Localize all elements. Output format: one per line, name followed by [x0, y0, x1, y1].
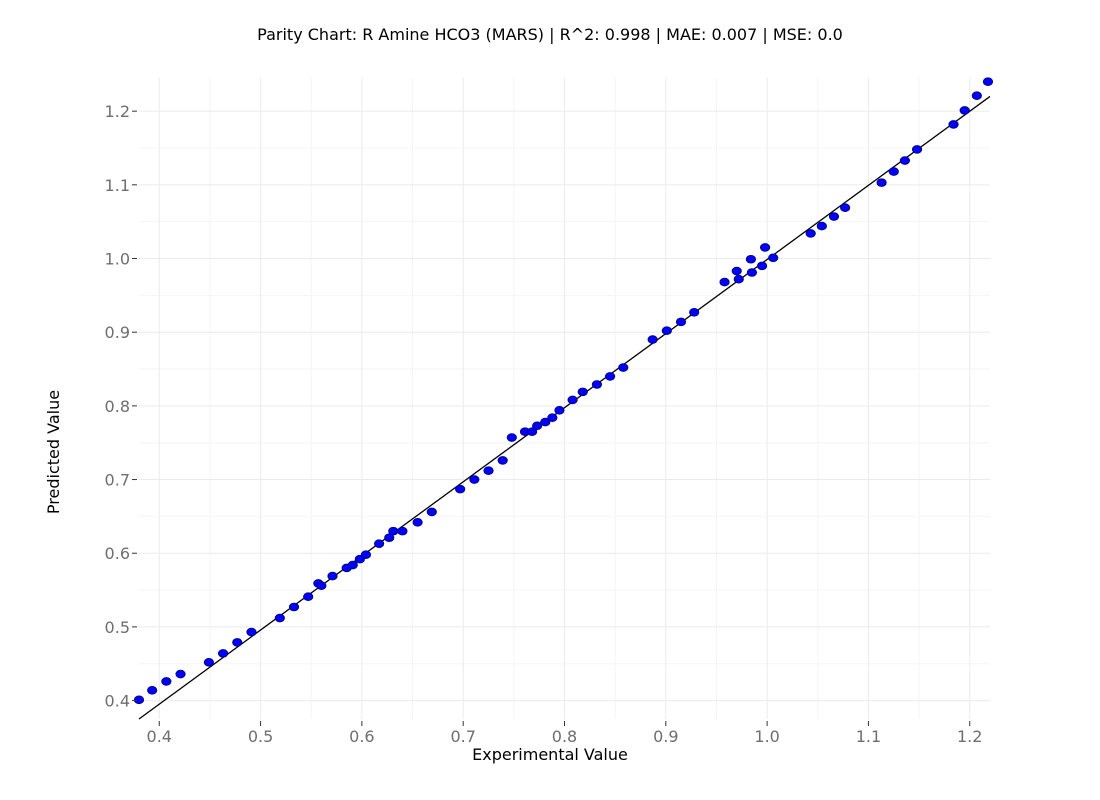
x-axis-label: Experimental Value — [472, 745, 628, 764]
data-point — [175, 669, 186, 679]
data-point — [591, 380, 603, 389]
data-point — [768, 253, 779, 263]
x-tick-label: 1.2 — [957, 727, 982, 746]
y-tick-label: 0.4 — [105, 692, 130, 711]
data-point — [971, 91, 982, 100]
data-point — [756, 261, 768, 271]
data-point — [719, 277, 730, 287]
data-point — [828, 212, 840, 221]
data-point — [911, 145, 923, 154]
y-axis: 0.4 0.5 0.6 0.7 0.8 0.9 1.0 1.1 1.2 — [105, 102, 137, 711]
y-tick-label: 0.8 — [105, 397, 130, 416]
x-tick-label: 1.1 — [856, 727, 881, 746]
data-point — [689, 307, 700, 317]
y-tick-label: 0.6 — [105, 544, 130, 563]
data-point — [161, 677, 172, 686]
data-point — [426, 507, 437, 517]
data-point — [506, 433, 517, 442]
data-point — [469, 475, 480, 484]
data-point — [805, 229, 816, 238]
x-tick-label: 0.5 — [248, 727, 273, 746]
data-point — [840, 203, 851, 212]
data-point — [388, 526, 399, 536]
data-point — [133, 695, 145, 705]
y-tick-label: 1.2 — [105, 102, 130, 121]
data-points — [133, 77, 994, 705]
x-tick-label: 0.8 — [552, 727, 577, 746]
data-point — [547, 413, 558, 422]
data-point — [647, 335, 658, 344]
data-point — [497, 456, 508, 465]
data-point — [532, 421, 543, 431]
data-point — [203, 657, 215, 667]
data-point — [483, 466, 494, 476]
data-point — [618, 363, 629, 372]
data-point — [899, 156, 911, 165]
data-point — [876, 178, 887, 187]
data-point — [746, 268, 758, 277]
data-point — [347, 560, 358, 570]
data-point — [288, 602, 300, 612]
data-point — [360, 550, 372, 559]
data-point — [554, 405, 565, 415]
y-tick-label: 1.0 — [105, 250, 130, 269]
data-point — [217, 649, 229, 658]
x-tick-label: 0.7 — [450, 727, 475, 746]
data-point — [384, 533, 395, 543]
data-point — [604, 372, 616, 381]
data-point — [888, 167, 899, 176]
data-point — [577, 387, 588, 397]
data-point — [232, 638, 243, 647]
y-tick-label: 0.5 — [105, 618, 130, 637]
y-tick-label: 0.7 — [105, 471, 130, 490]
data-point — [733, 274, 744, 284]
data-point — [455, 484, 466, 494]
data-point — [412, 517, 423, 527]
data-point — [327, 571, 338, 581]
data-point — [526, 427, 538, 436]
x-axis: 0.4 0.5 0.6 0.7 0.8 0.9 1.0 1.1 1.2 — [147, 721, 982, 746]
grid-lines — [139, 78, 990, 719]
y-tick-label: 1.1 — [105, 176, 130, 195]
x-tick-label: 0.9 — [653, 727, 678, 746]
data-point — [982, 77, 994, 86]
data-point — [374, 539, 385, 548]
data-point — [959, 106, 970, 115]
data-point — [948, 120, 959, 129]
x-tick-label: 1.0 — [754, 727, 779, 746]
data-point — [147, 685, 158, 695]
data-point — [816, 221, 827, 231]
data-point — [274, 613, 285, 623]
data-point — [567, 395, 578, 405]
data-point — [303, 592, 314, 601]
data-point — [246, 627, 257, 637]
data-point — [316, 581, 327, 590]
chart-title: Parity Chart: R Amine HCO3 (MARS) | R^2:… — [257, 25, 843, 44]
data-point — [759, 243, 771, 252]
x-tick-label: 0.6 — [349, 727, 374, 746]
data-point — [540, 417, 551, 427]
data-point — [661, 326, 672, 336]
y-axis-label: Predicted Value — [44, 390, 63, 514]
data-point — [731, 266, 742, 276]
data-point — [745, 254, 757, 264]
data-point — [675, 317, 687, 327]
y-tick-label: 0.9 — [105, 323, 130, 342]
x-tick-label: 0.4 — [147, 727, 172, 746]
data-point — [397, 526, 408, 536]
